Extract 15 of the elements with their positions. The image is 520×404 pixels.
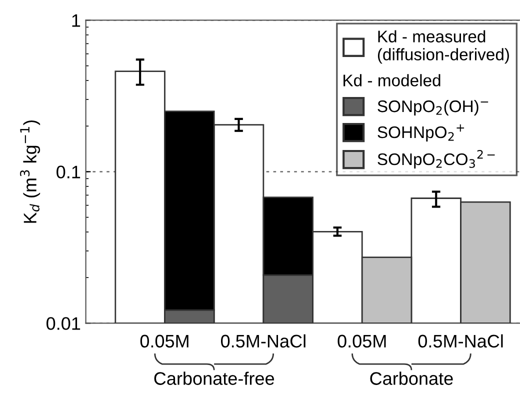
legend-label: Kd - measured (diffusion-derived) [378,30,509,64]
text: Carbonate [370,372,453,385]
x-tick-label: 0.5M-NaCl [220,334,306,348]
legend-label: SONpO$_{2}$CO$_{3}$$^{2−}$ [378,150,495,168]
legend-label: SOHNpO$_{2}$$^{+}$ [378,124,464,142]
legend-title: Kd - modeled [344,74,440,86]
y-axis-title: K$_{d}$ (m$^{3}$ kg$^{−1}$) [20,120,40,223]
x-tick-label: 0.05M [140,334,188,348]
x-tick-label: 0.5M-NaCl [418,334,503,348]
y-tick-label: 0.01 [46,317,80,330]
text: Carbonate-free [154,372,274,385]
y-tick-label: 1 [72,14,80,27]
y-tick-label: 0.1 [56,166,80,178]
legend-label: SONpO$_{2}$(OH)$^{−}$ [378,100,488,116]
x-tick-label: 0.05M [338,334,386,348]
